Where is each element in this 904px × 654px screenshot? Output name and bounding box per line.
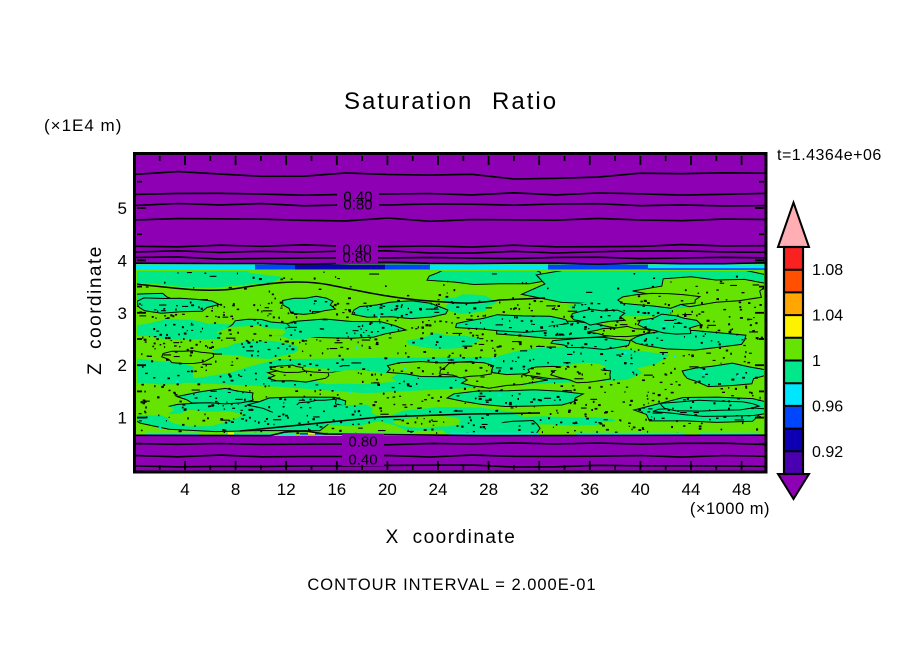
colorbar-label: 1.08 — [812, 262, 843, 279]
x-axis-unit-label: (×1000 m) — [689, 500, 770, 518]
z-tick-label: 1 — [118, 409, 127, 428]
colorbar-label: 1.04 — [812, 308, 843, 325]
line-contours — [135, 170, 766, 468]
colorbar-label: 1 — [812, 353, 821, 370]
colorbar-label: 0.92 — [812, 444, 843, 461]
contour-labels: 0.400.800.400.800.800.40 — [336, 189, 384, 469]
x-tick-label: 28 — [479, 480, 498, 499]
x-tick-label: 16 — [327, 480, 346, 499]
z-tick-label: 4 — [118, 251, 127, 270]
contour-line-label: 0.80 — [343, 197, 372, 214]
colorbar-label: 0.96 — [812, 398, 843, 415]
contour-line-label: 0.80 — [348, 434, 377, 451]
time-label: t=1.4364e+06 — [777, 147, 882, 164]
x-tick-label: 48 — [732, 480, 751, 499]
x-tick-label: 36 — [580, 480, 599, 499]
contour-line-label: 0.80 — [342, 250, 371, 267]
contour-line-label: 0.40 — [348, 452, 377, 469]
x-tick-label: 40 — [631, 480, 650, 499]
colorbar: 1.08 1.04 1 0.96 0.92 — [776, 199, 843, 501]
z-tick-label: 2 — [118, 356, 127, 375]
x-tick-label: 20 — [378, 480, 397, 499]
x-tick-label: 24 — [429, 480, 448, 499]
contour-line-label: 0.40 — [342, 242, 371, 259]
axis-ticks — [137, 156, 764, 470]
y-axis-unit-label: (×1E4 m) — [44, 116, 123, 135]
page-title: Saturation Ratio — [343, 88, 559, 115]
z-tick-label: 3 — [118, 304, 127, 323]
plot-frame — [133, 152, 768, 474]
contour-speckles — [138, 271, 763, 434]
x-tick-label: 8 — [231, 480, 240, 499]
contour-line-label: 0.40 — [343, 189, 372, 206]
contour-interval-label: CONTOUR INTERVAL = 2.000E-01 — [307, 576, 597, 594]
x-tick-label: 44 — [682, 480, 701, 499]
x-tick-label: 4 — [180, 480, 189, 499]
x-tick-label: 32 — [530, 480, 549, 499]
z-tick-label: 5 — [118, 199, 127, 218]
x-tick-label: 12 — [277, 480, 296, 499]
x-axis-title: X coordinate — [385, 527, 517, 548]
